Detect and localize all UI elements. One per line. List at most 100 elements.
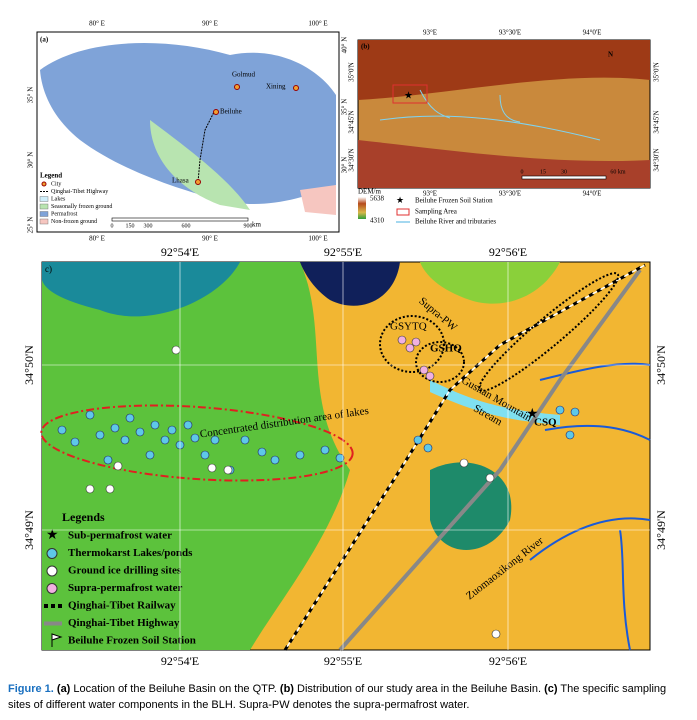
railway <box>283 263 646 651</box>
supra-point <box>425 371 435 381</box>
legend-label: Qinghai-Tibet Highway <box>68 617 180 629</box>
panel-label: (b) <box>361 43 370 51</box>
lake-point <box>295 450 305 460</box>
legend-label: Supra-permafrost water <box>68 582 182 594</box>
tick-label: 92°56'E <box>489 654 527 668</box>
dem-title: DEM/m <box>358 188 382 196</box>
tick-label: 34°30'N <box>348 148 356 171</box>
lake-point <box>70 437 80 447</box>
tick-label: 90° E <box>202 235 218 243</box>
non-frozen <box>300 185 336 215</box>
green-area <box>42 262 350 650</box>
caption: Figure 1. (a) Location of the Beiluhe Ba… <box>8 683 666 695</box>
legend-label: Beiluhe River and tributaries <box>415 218 496 226</box>
scale-bar <box>111 217 249 222</box>
lake-point <box>57 425 67 435</box>
tick-label: 80° E <box>89 235 105 243</box>
scale-label: 30 <box>561 169 567 175</box>
tick-label: 93°30'E <box>499 190 521 198</box>
legend-symbol <box>41 181 47 187</box>
lake-ellipse <box>40 404 354 482</box>
tick-label: 93°E <box>423 190 437 198</box>
lake-point <box>270 455 280 465</box>
tick-label: 35° N <box>27 87 35 104</box>
legend-symbol <box>39 218 49 225</box>
permafrost <box>40 43 336 205</box>
supra-ellipse <box>478 272 620 392</box>
legend-title: Legend <box>40 172 62 180</box>
city-label: Golmud <box>232 71 255 79</box>
legend-label: Lakes <box>51 196 66 202</box>
legend-label: Ground ice drilling sites <box>68 565 182 577</box>
legend-symbol: ★ <box>46 528 59 543</box>
stream <box>430 380 560 425</box>
caption-part: (a) <box>57 683 71 695</box>
ice-site <box>207 463 217 473</box>
tick-label: 34°50'N <box>22 345 36 385</box>
dem-low: 4310 <box>370 217 385 225</box>
scale-label: 600 <box>182 223 191 229</box>
highway <box>338 268 642 652</box>
city <box>293 85 299 91</box>
tick-label: 93°30'E <box>499 29 521 37</box>
panel-c: ★ Concentrated distribution area of lake… <box>40 261 651 652</box>
ice-site <box>85 484 95 494</box>
tick-label: 100° E <box>308 20 327 28</box>
legend-star: ★ <box>396 195 404 205</box>
lake-point <box>95 430 105 440</box>
legend-label: Seasonally frozen ground <box>51 203 112 210</box>
gshq-ellipse <box>415 341 465 383</box>
legend-label: Sub-permafrost water <box>68 530 172 542</box>
deep-water <box>300 262 400 306</box>
mountains <box>358 40 650 100</box>
ice-site <box>171 345 181 355</box>
north-arrow: N <box>608 51 613 59</box>
lake-point <box>120 435 130 445</box>
tick-label: 92°56'E <box>489 245 527 259</box>
lake-point <box>150 420 160 430</box>
caption-text: The specific sampling <box>560 683 666 695</box>
lake-point <box>183 420 193 430</box>
scale-label: 150 <box>126 223 135 229</box>
legend-label: City <box>51 181 61 187</box>
lake-point <box>335 453 345 463</box>
green-area <box>420 262 560 304</box>
scale-label: 0 <box>521 169 524 175</box>
caption-figure: Figure 1. <box>8 683 54 695</box>
ice-site <box>485 473 495 483</box>
lake-point <box>145 450 155 460</box>
scale-label: 900 <box>244 223 253 229</box>
tick-label: 30° N <box>27 152 35 169</box>
tick-label: 34°45'N <box>653 110 661 133</box>
lake-point <box>240 435 250 445</box>
legend-symbol <box>46 583 58 594</box>
city <box>213 109 219 115</box>
supra-point <box>411 337 421 347</box>
dem-ramp <box>358 197 366 219</box>
supra-point <box>397 335 407 345</box>
annotation: CSQ <box>534 417 557 429</box>
lake-point <box>103 455 113 465</box>
river <box>379 89 601 141</box>
legend-symbol <box>39 203 49 210</box>
legend-symbol <box>46 565 58 577</box>
lake-point <box>110 423 120 433</box>
dem-high: 5638 <box>370 195 385 203</box>
legend-box <box>396 208 410 216</box>
legend-label: Qinghai-Tibet Highway <box>51 189 108 195</box>
legend-symbol <box>51 633 63 647</box>
lake-point <box>555 405 565 415</box>
scale-label: 15 <box>540 169 546 175</box>
tick-label: 92°55'E <box>324 654 362 668</box>
tick-label: 92°55'E <box>324 245 362 259</box>
annotation: GSHQ <box>430 343 462 355</box>
scale-label: 300 <box>144 223 153 229</box>
tick-label: 34°50'N <box>654 345 668 385</box>
city <box>234 84 240 90</box>
caption-part: (b) <box>280 683 294 695</box>
lake-point <box>135 427 145 437</box>
panel-label: c) <box>45 264 52 274</box>
ice-site <box>223 465 233 475</box>
tick-label: 90° E <box>202 20 218 28</box>
city-label: Xining <box>266 83 286 91</box>
